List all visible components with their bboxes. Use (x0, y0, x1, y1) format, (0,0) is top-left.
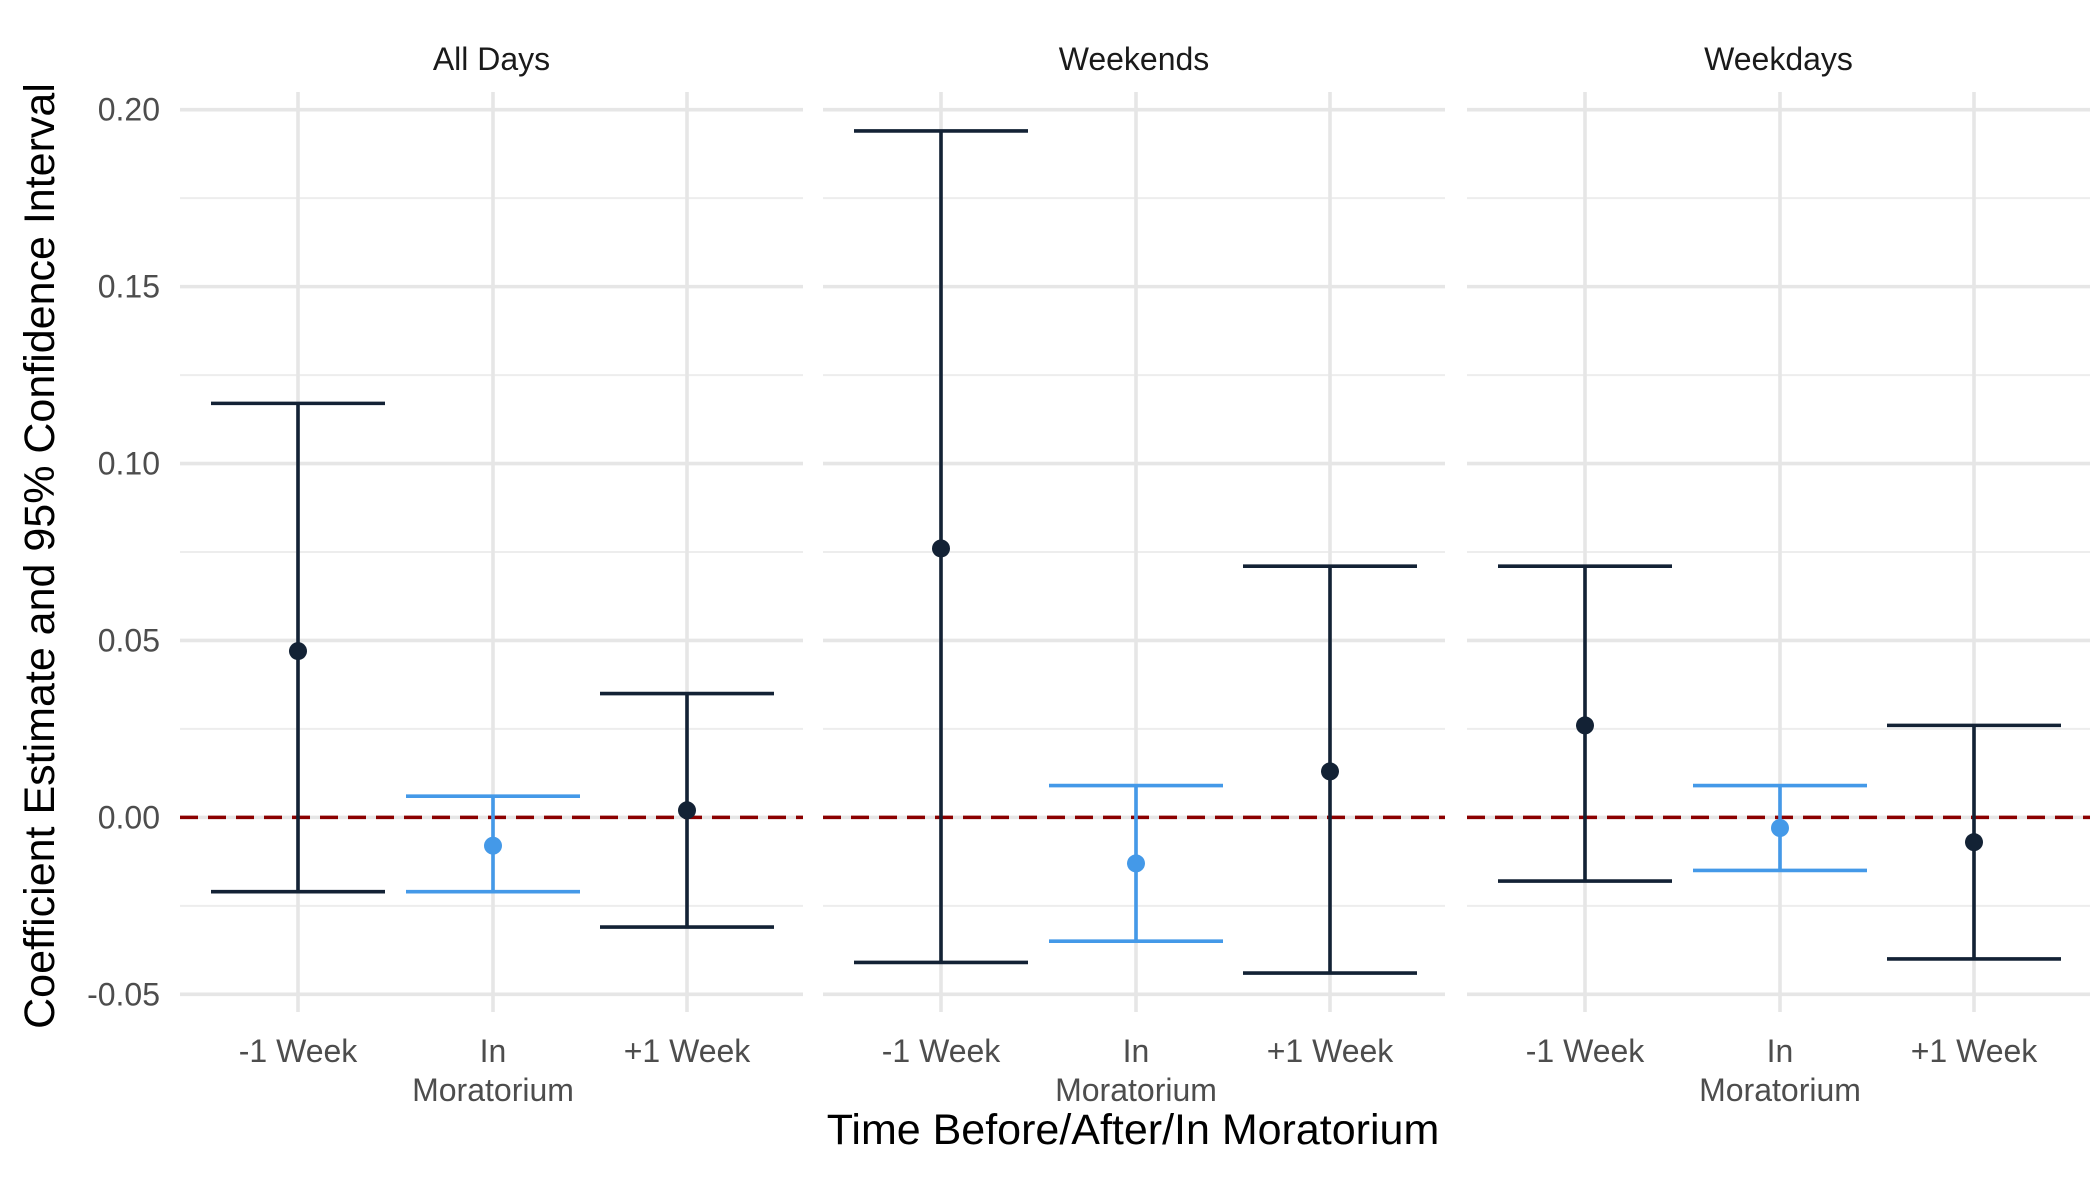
facet-title: Weekends (1059, 41, 1210, 77)
y-tick-label: 0.00 (98, 799, 160, 835)
error-bar (854, 129, 1028, 965)
estimate-point (1965, 833, 1983, 852)
panels-layer: All Days-1 Week In Moratorium+1 WeekWeeken… (180, 41, 2090, 1108)
facet-panel: Weekdays -1 Week In Moratorium +1 Week (1467, 41, 2090, 1108)
y-tick-label: 0.05 (98, 622, 160, 658)
facet-title: Weekdays (1704, 41, 1853, 77)
y-tick-label: -0.05 (87, 976, 160, 1012)
facet-panel: All Days -1 Week In Moratorium +1 Week (180, 41, 803, 1108)
x-tick-label: In Moratorium (1699, 1033, 1861, 1108)
x-tick-label: +1 Week (1267, 1033, 1395, 1069)
error-bar (1243, 564, 1417, 975)
estimate-point (289, 642, 307, 661)
x-tick-label: +1 Week (624, 1033, 752, 1069)
x-tick-label: -1 Week (1526, 1033, 1646, 1069)
y-tick-label: 0.15 (98, 269, 160, 305)
estimate-point (484, 836, 502, 855)
facet-title: All Days (433, 41, 550, 77)
error-bar (1693, 783, 1867, 873)
error-bar (1498, 564, 1672, 883)
error-bar (406, 794, 580, 894)
error-bar (1049, 783, 1223, 944)
y-axis-title: Coefficient Estimate and 95% Confidence … (16, 83, 64, 1029)
y-axis-ticks: -0.05 0.00 0.05 0.10 0.15 0.20 (87, 92, 160, 1013)
estimate-point (932, 539, 950, 558)
estimate-point (1576, 716, 1594, 735)
x-tick-label: -1 Week (882, 1033, 1002, 1069)
y-tick-label: 0.20 (98, 92, 160, 128)
error-bar (1887, 723, 2061, 961)
x-tick-label: -1 Week (239, 1033, 359, 1069)
x-tick-label: In Moratorium (412, 1033, 574, 1108)
error-bar (211, 401, 385, 894)
x-tick-label: In Moratorium (1055, 1033, 1217, 1108)
x-axis-title: Time Before/After/In Moratorium (827, 1106, 1440, 1154)
error-bar (600, 691, 774, 929)
x-tick-label: +1 Week (1911, 1033, 2039, 1069)
estimate-point (678, 801, 696, 820)
estimate-point (1771, 819, 1789, 837)
estimate-point (1127, 854, 1145, 873)
y-tick-label: 0.10 (98, 446, 160, 482)
facet-panel: Weekends -1 Week In Moratorium +1 Week (823, 41, 1445, 1108)
estimate-point (1321, 762, 1339, 781)
